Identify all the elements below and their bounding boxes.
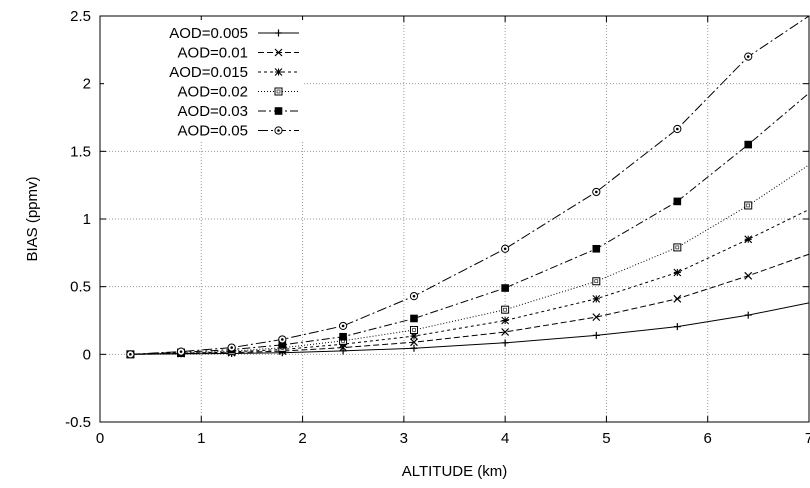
plus-marker bbox=[410, 344, 418, 352]
x-tick-label: 6 bbox=[704, 430, 712, 447]
legend-label: AOD=0.05 bbox=[178, 123, 248, 140]
circle-marker-dot bbox=[277, 129, 280, 132]
open-square-marker bbox=[274, 87, 283, 96]
y-tick-label: 2 bbox=[83, 76, 91, 93]
filled-square-marker bbox=[744, 140, 753, 149]
open-square-marker-inner bbox=[675, 245, 680, 250]
legend-label: AOD=0.01 bbox=[178, 45, 248, 62]
y-tick-label: 1.5 bbox=[70, 143, 91, 160]
open-square-marker bbox=[673, 243, 682, 252]
legend-label: AOD=0.03 bbox=[178, 103, 248, 120]
cross-marker bbox=[274, 48, 283, 57]
plus-marker bbox=[673, 323, 681, 331]
circle-marker-dot bbox=[281, 338, 284, 341]
circle-marker-dot bbox=[129, 353, 132, 356]
y-tick-label: 0.5 bbox=[70, 279, 91, 296]
circle-marker-dot bbox=[412, 294, 416, 298]
open-square-marker bbox=[744, 201, 753, 210]
plus-marker bbox=[339, 347, 347, 355]
open-square-marker-inner bbox=[746, 203, 751, 208]
y-tick-label: 0 bbox=[83, 346, 91, 363]
cross-marker bbox=[744, 271, 753, 280]
x-tick-label: 4 bbox=[501, 430, 509, 447]
series-line bbox=[130, 92, 810, 355]
circle-marker-dot bbox=[746, 55, 750, 58]
star-marker bbox=[744, 235, 753, 244]
plus-marker bbox=[744, 311, 752, 319]
circle-marker-dot bbox=[503, 247, 507, 251]
legend-background bbox=[104, 20, 304, 140]
legend: AOD=0.005 AOD=0.01 AOD=0.015 AOD=0.02 AOD=0.… bbox=[104, 20, 304, 140]
filled-square-marker bbox=[274, 107, 283, 115]
series-line bbox=[130, 209, 810, 355]
x-tick-label: 1 bbox=[197, 430, 205, 447]
open-square-marker bbox=[501, 305, 510, 314]
x-tick-label: 0 bbox=[96, 430, 104, 447]
y-tick-label: -0.5 bbox=[65, 414, 91, 431]
open-square-marker-inner bbox=[503, 307, 507, 312]
star-marker bbox=[274, 68, 283, 76]
open-square-marker bbox=[409, 325, 418, 334]
x-tick-label: 3 bbox=[400, 430, 408, 447]
star-marker bbox=[673, 268, 682, 277]
circle-marker-dot bbox=[595, 190, 598, 194]
series-group bbox=[126, 209, 810, 359]
legend-label: AOD=0.015 bbox=[169, 64, 248, 81]
cross-marker bbox=[592, 313, 601, 322]
cross-marker bbox=[410, 338, 418, 347]
series-line bbox=[130, 253, 810, 355]
circle-marker-dot bbox=[230, 346, 233, 349]
series-group bbox=[126, 164, 810, 359]
x-tick-label: 7 bbox=[805, 430, 810, 447]
series-group bbox=[126, 15, 810, 359]
x-axis-title: ALTITUDE (km) bbox=[402, 463, 508, 480]
y-tick-label: 2.5 bbox=[70, 8, 91, 25]
star-marker bbox=[592, 294, 601, 303]
cross-marker bbox=[501, 328, 510, 336]
plus-marker bbox=[501, 339, 509, 347]
circle-marker-dot bbox=[179, 350, 183, 353]
star-marker bbox=[410, 332, 418, 340]
filled-square-marker bbox=[410, 314, 418, 323]
filled-square-marker bbox=[278, 341, 287, 349]
open-square-marker-inner bbox=[412, 328, 416, 332]
y-tick-label: 1 bbox=[83, 211, 91, 228]
legend-label: AOD=0.02 bbox=[178, 84, 248, 101]
open-square-marker-inner bbox=[594, 279, 599, 284]
cross-marker bbox=[673, 294, 682, 303]
series-group bbox=[126, 253, 810, 359]
series-line bbox=[130, 164, 810, 355]
plus-marker bbox=[592, 331, 600, 339]
y-axis-title: BIAS (ppmv) bbox=[24, 176, 41, 261]
plus-marker bbox=[275, 29, 282, 37]
x-tick-label: 5 bbox=[602, 430, 610, 447]
circle-marker-dot bbox=[676, 127, 679, 131]
x-tick-label: 2 bbox=[298, 430, 306, 447]
open-square-marker-inner bbox=[276, 89, 281, 94]
filled-square-marker bbox=[592, 244, 601, 253]
filled-square-marker bbox=[501, 284, 509, 292]
legend-label: AOD=0.005 bbox=[169, 25, 248, 42]
filled-square-marker bbox=[339, 332, 347, 341]
filled-square-marker bbox=[673, 197, 682, 206]
circle-marker-dot bbox=[341, 324, 345, 328]
open-square-marker bbox=[592, 277, 601, 286]
star-marker bbox=[501, 316, 510, 325]
